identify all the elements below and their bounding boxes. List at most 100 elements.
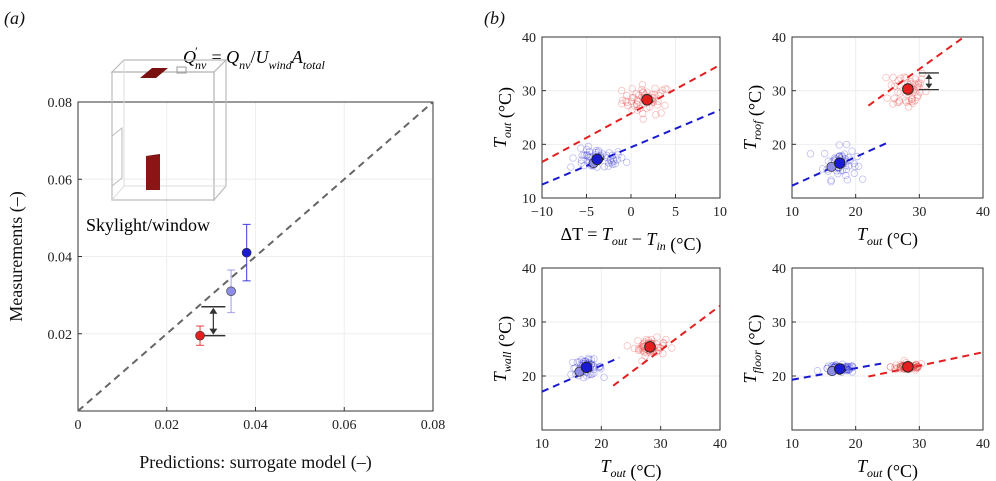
scatter-point-0 [893, 98, 901, 107]
x-axis-label: ΔT = Tout − Tin (°C) [561, 224, 702, 255]
gap-arrow-down [925, 83, 933, 89]
scatter-point-0 [630, 102, 639, 110]
data-point-2 [241, 247, 252, 258]
gap-arrow-up [209, 307, 218, 314]
scatter-point-1 [584, 152, 592, 161]
scatter-point-1 [603, 154, 611, 162]
scatter-point-1 [583, 150, 591, 159]
x-tick-label: 40 [976, 437, 990, 452]
x-tick-label: 40 [713, 437, 727, 452]
scatter-point-0 [652, 348, 661, 356]
scatter-point-1 [577, 156, 586, 164]
y-axis-label: Tfloor (°C) [740, 314, 766, 383]
inset-label: Skylight/window [86, 215, 210, 235]
scatter-point-0 [911, 75, 920, 83]
y-tick-label: 30 [772, 316, 786, 331]
scatter-point-0 [659, 349, 667, 358]
panel-a-title: Qnv′ = Qnv/UwindAtotal [183, 44, 325, 72]
mean-point-1 [834, 157, 846, 169]
panel-b4-frame [791, 267, 984, 431]
scatter-point-1 [595, 363, 603, 371]
scatter-point-1 [843, 176, 852, 184]
scatter-point-0 [890, 82, 899, 91]
scatter-point-1 [806, 150, 815, 158]
scatter-point-1 [827, 177, 835, 186]
scatter-point-0 [618, 99, 626, 108]
y-tick-label: 30 [772, 85, 786, 100]
scatter-point-1 [584, 354, 593, 362]
scatter-point-0 [668, 344, 676, 352]
chart-panel-b1: −10 −5 0 5 10 10 20 30 40 ΔT = Tout − Tin (°C) Tou… [490, 31, 727, 255]
scatter-point-1 [850, 159, 858, 168]
scatter-point-0 [636, 104, 644, 113]
scatter-point-0 [636, 345, 644, 353]
scatter-point-1 [569, 358, 577, 367]
scatter-point-0 [634, 345, 643, 353]
scatter-point-0 [663, 85, 671, 93]
x-tick-label: −5 [579, 205, 594, 220]
scatter-point-0 [628, 93, 637, 102]
scatter-point-1 [577, 144, 585, 152]
scatter-point-0 [886, 363, 895, 371]
scatter-point-0 [882, 73, 890, 82]
scatter-point-1 [854, 162, 863, 170]
scatter-point-0 [913, 83, 922, 91]
scatter-point-1 [585, 147, 594, 156]
scatter-point-0 [908, 95, 916, 103]
x-tick-label: 10 [535, 437, 549, 452]
scatter-point-0 [632, 90, 640, 98]
x-axis-label: Tout (°C) [857, 224, 918, 250]
y-tick-label: 20 [772, 370, 786, 385]
x-tick-label: 5 [672, 205, 679, 220]
scatter-point-0 [894, 88, 902, 96]
x-axis-label: Tout (°C) [600, 456, 661, 481]
scatter-point-0 [914, 79, 923, 87]
scatter-point-1 [611, 160, 619, 168]
y-tick-label: 30 [522, 85, 536, 100]
scatter-point-1 [600, 373, 608, 382]
scatter-point-0 [633, 100, 641, 108]
fit-line-1 [791, 362, 882, 381]
scatter-point-1 [599, 150, 607, 158]
scatter-point-0 [653, 333, 661, 341]
scatter-point-1 [595, 363, 603, 372]
scatter-point-0 [915, 83, 923, 91]
mean-point-0 [902, 361, 914, 373]
chart-panel-b2: 10 20 30 40 20 30 40 Tout (°C) Troof (°C) [740, 31, 990, 250]
scatter-point-0 [911, 96, 919, 105]
scatter-point-1 [622, 158, 631, 166]
scatter-point-1 [813, 367, 822, 375]
x-tick-label: 20 [849, 205, 863, 220]
x-tick-label: 30 [912, 437, 926, 452]
scatter-point-1 [587, 356, 596, 364]
scatter-point-0 [916, 88, 924, 96]
scatter-point-0 [908, 99, 917, 108]
scatter-point-1 [584, 142, 593, 151]
scatter-point-0 [914, 363, 922, 371]
scatter-point-1 [618, 153, 626, 162]
scatter-point-0 [895, 96, 904, 105]
scatter-point-1 [590, 355, 598, 363]
x-tick-label: 0 [628, 205, 635, 220]
scatter-point-0 [889, 73, 897, 82]
scatter-point-1 [577, 159, 586, 167]
scatter-point-0 [618, 96, 627, 105]
scatter-point-1 [851, 162, 859, 171]
y-axis-label: Twall (°C) [490, 316, 516, 382]
panel-b2-frame [791, 36, 984, 199]
scatter-point-1 [606, 156, 615, 165]
scatter-point-0 [911, 80, 919, 88]
panel-b3-frame [541, 267, 721, 431]
scatter-point-1 [842, 171, 850, 180]
scatter-point-0 [896, 89, 904, 97]
fit-line-0 [612, 304, 721, 387]
x-tick-label: 0.02 [155, 418, 180, 433]
scatter-point-1 [607, 159, 616, 167]
scatter-point-0 [628, 106, 636, 114]
scatter-point-0 [904, 103, 913, 111]
scatter-point-1 [613, 156, 622, 164]
scatter-point-0 [639, 109, 647, 118]
scatter-point-0 [635, 91, 643, 99]
scatter-point-1 [583, 145, 591, 154]
scatter-point-0 [639, 88, 647, 96]
